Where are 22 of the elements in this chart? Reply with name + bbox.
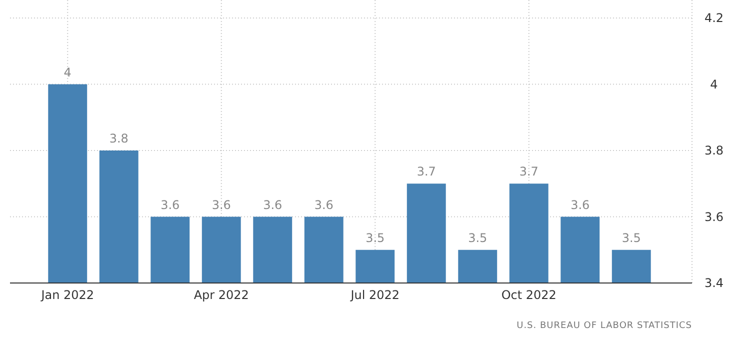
data-label: 4 xyxy=(64,65,72,80)
y-tick-label: 4 xyxy=(710,77,718,92)
x-tick-label: Jan 2022 xyxy=(40,288,94,302)
x-tick-label: Jul 2022 xyxy=(350,288,400,302)
data-label: 3.7 xyxy=(519,164,538,179)
data-label: 3.5 xyxy=(468,230,488,245)
data-label: 3.5 xyxy=(622,230,641,245)
data-label: 3.6 xyxy=(263,198,282,212)
data-label: 3.6 xyxy=(314,198,334,212)
text: U.S. BUREAU OF LABOR STATISTICS xyxy=(516,321,692,331)
data-label: 3.8 xyxy=(109,132,128,146)
y-tick-label: 3.6 xyxy=(704,210,724,224)
data-label: 3.6 xyxy=(570,198,590,212)
y-tick-label: 4.2 xyxy=(704,11,724,26)
data-label: 3.6 xyxy=(160,198,180,212)
x-tick-label: Apr 2022 xyxy=(194,288,249,302)
y-tick-label: 3.4 xyxy=(704,276,724,290)
x-tick-label: Oct 2022 xyxy=(501,288,556,302)
data-label: 3.7 xyxy=(416,164,436,179)
data-label: 3.5 xyxy=(366,230,385,245)
data-label: 3.6 xyxy=(212,198,231,212)
y-tick-label: 3.8 xyxy=(704,144,724,158)
